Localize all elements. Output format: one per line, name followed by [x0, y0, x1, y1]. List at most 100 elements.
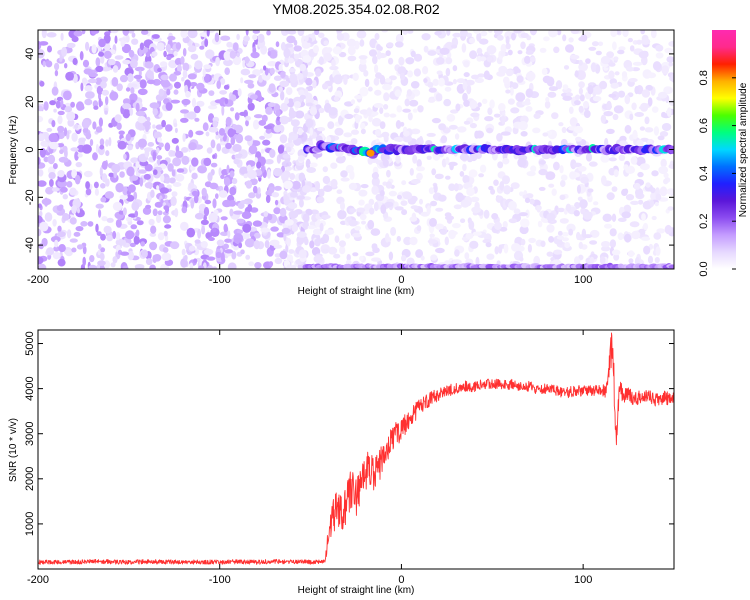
spectrogram-cell	[323, 40, 329, 46]
spectrogram-cell	[401, 254, 407, 262]
spectrogram-cell	[156, 214, 162, 223]
spectrogram-cell	[448, 161, 458, 167]
spectrogram-cell	[330, 178, 338, 188]
spectrogram-cell	[599, 256, 606, 265]
spectrogram-cell	[352, 252, 359, 257]
spectrogram-cell	[247, 204, 253, 212]
spectrogram-cell	[473, 30, 481, 34]
spectrogram-cell	[63, 90, 72, 101]
spectrogram-cell	[229, 186, 237, 196]
spectrogram-cell	[562, 34, 567, 42]
spectrogram-cell	[395, 120, 402, 129]
spectrogram-cell	[144, 182, 154, 189]
spectrogram-cell	[186, 111, 197, 120]
spectrogram-cell	[365, 251, 375, 257]
spectrogram-cell	[642, 200, 652, 210]
spectrogram-cell	[146, 79, 156, 85]
spectrogram-cell	[81, 119, 90, 129]
spectrogram-cell	[228, 200, 236, 207]
snr-x-ticks: -200 -100 0 100	[27, 330, 592, 586]
spectrogram-cell	[573, 125, 584, 134]
spectrogram-cell	[267, 213, 273, 221]
spectrogram-cell	[258, 119, 267, 126]
spectrogram-cell	[284, 99, 290, 104]
spectrogram-cell	[119, 74, 128, 83]
spectrogram-cell	[511, 243, 521, 252]
spectrogram-cell	[232, 42, 239, 52]
spectrogram-cell	[284, 142, 295, 148]
spectrogram-cell	[206, 256, 216, 261]
spectrogram-cell	[182, 69, 188, 79]
spectrogram-cell	[43, 101, 49, 111]
spectrogram-cell	[494, 221, 502, 230]
spectrogram-cell	[219, 127, 225, 136]
spectrogram-cell	[287, 57, 295, 64]
spectrogram-cell	[502, 157, 510, 165]
spectrogram-cell	[641, 236, 651, 241]
spectrogram-x-tick-label: 100	[574, 274, 592, 286]
spectrogram-cell	[57, 110, 65, 116]
spectrogram-cell	[298, 198, 304, 208]
spectrogram-cell	[653, 126, 660, 136]
spectrogram-cell	[285, 87, 293, 96]
spectrogram-cell	[48, 172, 56, 180]
spectrogram-cell	[82, 128, 88, 133]
spectrogram-cell	[152, 78, 161, 86]
spectrogram-cell	[279, 80, 290, 88]
spectrogram-cell	[298, 89, 305, 96]
spectrogram-cell	[292, 125, 298, 134]
spectrogram-cell	[305, 118, 314, 128]
spectrogram-cell	[128, 213, 137, 218]
spectrogram-cell	[224, 67, 230, 75]
spectrogram-cell	[385, 181, 393, 189]
spectrogram-cell	[333, 74, 343, 85]
spectrogram-cell	[268, 83, 276, 93]
spectrogram-cell	[82, 245, 87, 255]
spectrogram-cell	[627, 37, 634, 43]
spectrogram-cell	[187, 30, 198, 39]
spectrogram-cell	[402, 30, 409, 35]
spectrogram-cell	[460, 218, 466, 223]
spectrogram-cell	[361, 220, 366, 225]
spectrogram-cell	[81, 30, 86, 35]
spectrogram-cell	[159, 187, 169, 194]
spectrogram-cell	[155, 124, 164, 130]
spectrogram-cell	[356, 207, 366, 213]
spectrogram-cell	[123, 153, 127, 160]
spectrogram-cell	[508, 218, 518, 224]
spectrogram-cell	[230, 107, 235, 112]
spectrogram-cell	[283, 193, 288, 201]
spectrogram-cell	[409, 168, 414, 176]
spectrogram-cell	[207, 172, 213, 182]
spectrogram-cell	[150, 189, 155, 198]
spectrogram-cell	[182, 62, 190, 72]
snr-background	[38, 330, 674, 569]
spectrogram-cell	[175, 173, 185, 182]
spectrogram-cell	[139, 42, 144, 51]
spectrogram-cell	[597, 41, 604, 47]
spectrogram-cell	[606, 100, 612, 111]
spectrogram-cell	[250, 207, 259, 213]
spectrogram-cell	[370, 228, 381, 236]
spectrogram-cell	[566, 92, 573, 97]
spectrogram-cell	[275, 109, 281, 117]
spectrogram-cell	[639, 163, 650, 171]
spectrogram-cell	[71, 36, 79, 43]
spectrogram-cell	[240, 77, 244, 84]
spectrogram-cell	[453, 183, 459, 192]
spectrogram-cell	[558, 122, 564, 127]
spectrogram-cell	[530, 165, 537, 173]
spectrogram-cell	[406, 30, 414, 34]
spectrogram-cell	[42, 60, 46, 68]
spectrogram-cell	[63, 62, 68, 69]
colorbar-gradient	[712, 30, 736, 269]
spectrogram-cell	[49, 179, 54, 187]
spectrogram-cell	[125, 216, 133, 222]
spectrogram-y-tick-label: 40	[24, 48, 36, 60]
spectrogram-cell	[435, 93, 443, 102]
spectrogram-cell	[98, 209, 102, 218]
spectrogram-cell	[103, 50, 112, 60]
spectrogram-cell	[580, 176, 589, 184]
snr-panel: -200 -100 0 100 1000 2000 3000 4000 5000 Height…	[8, 329, 675, 596]
spectrogram-cell	[172, 182, 182, 187]
